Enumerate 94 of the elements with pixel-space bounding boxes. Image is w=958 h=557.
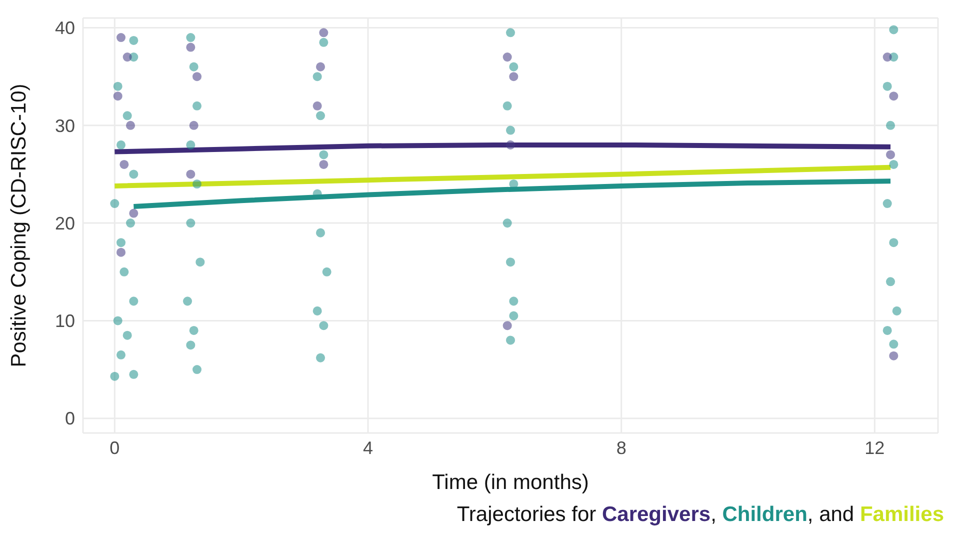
point [506,28,516,38]
point [196,258,205,267]
point [126,120,136,130]
point [186,170,196,179]
point [120,267,129,276]
text: Caregivers [602,503,711,526]
point [186,33,196,42]
point [116,33,126,42]
point [886,120,896,130]
point [129,208,138,218]
point [509,296,518,306]
text: , and [807,503,856,526]
point [116,238,126,248]
point [889,340,898,349]
y-tick-label: 10 [54,311,75,332]
point [509,62,518,72]
point [116,140,126,150]
point [192,365,202,374]
point [506,258,516,267]
point [316,111,326,120]
point [502,321,512,330]
point [889,238,898,248]
point [186,42,196,52]
point [129,370,138,379]
point [189,120,198,130]
point [129,170,138,179]
point [182,296,192,306]
y-tick-label: 30 [54,116,75,136]
point [319,160,328,169]
point [312,101,322,110]
point [882,326,892,335]
point [502,218,512,228]
point [186,140,196,150]
point [886,150,896,160]
point [319,150,328,160]
point [882,199,892,208]
point [126,218,136,228]
point [110,199,120,208]
point [122,330,132,340]
text: Children [722,503,808,526]
point [889,92,898,101]
point [110,372,120,381]
point [113,316,122,326]
point [316,62,326,72]
point [319,321,328,330]
point [316,228,326,238]
point [316,353,326,362]
point [886,277,896,286]
point [122,52,132,62]
y-tick-label: 40 [54,18,75,38]
point [312,72,322,82]
legend-title: Trajectories for [456,503,598,526]
point [192,101,202,110]
x-tick-label: 4 [362,438,374,458]
point [509,72,518,82]
text: , [710,503,718,526]
point [192,72,202,82]
point [192,179,202,189]
point [319,28,328,38]
point [509,311,518,320]
point [889,160,898,169]
point [129,36,138,45]
point [889,25,898,34]
point [882,52,892,62]
point [189,62,198,72]
x-axis-title: Time (in months) [432,471,589,494]
point [882,82,892,91]
point [312,306,322,316]
point [506,126,516,135]
point [322,267,332,276]
point [129,296,138,306]
point [502,52,512,62]
point [502,101,512,110]
point [319,38,328,47]
point [892,306,902,316]
point [889,351,898,360]
point [122,111,132,120]
point [113,92,122,101]
point [116,350,126,360]
point [186,218,196,228]
point [120,160,129,169]
point [116,248,126,257]
y-tick-label: 20 [54,213,75,234]
point [506,336,516,345]
point [186,340,196,350]
point [506,140,516,150]
point [189,326,198,335]
point [113,82,122,91]
y-axis-title: Positive Coping (CD-RISC-10) [7,84,30,368]
x-tick-label: 12 [864,438,885,458]
x-tick-label: 0 [110,438,120,458]
y-tick-label: 0 [64,408,75,429]
x-tick-label: 8 [616,438,626,458]
text: Families [860,503,944,526]
